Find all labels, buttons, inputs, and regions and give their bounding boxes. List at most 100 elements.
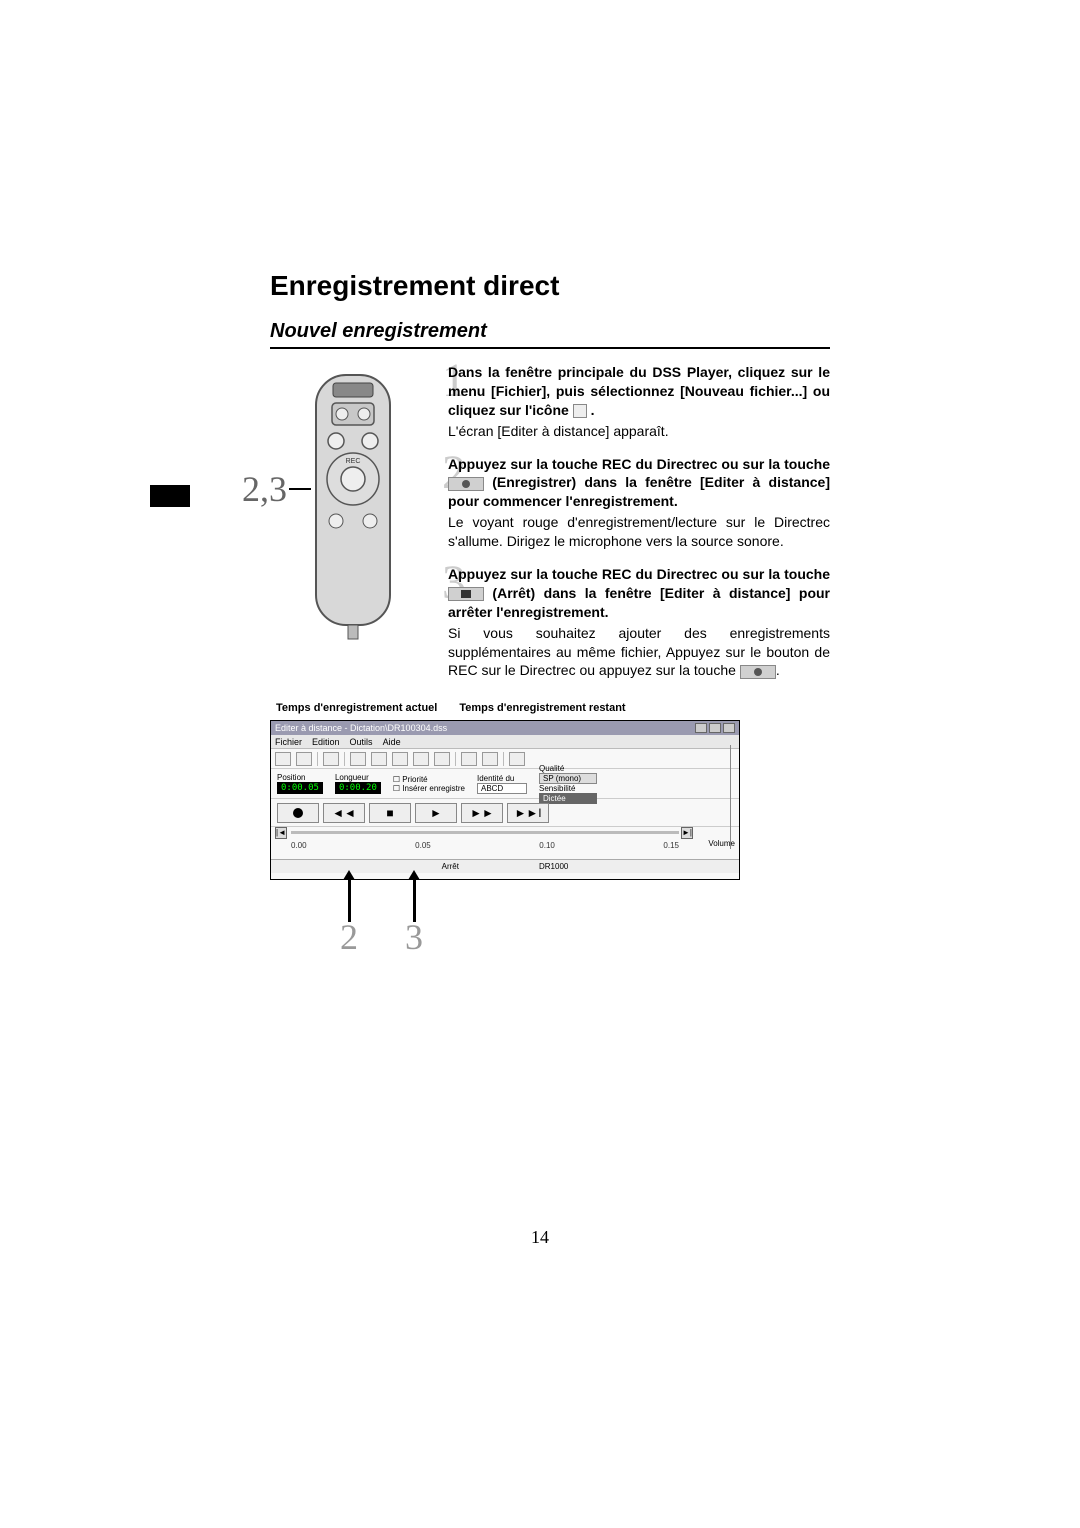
- tick-2: 0.10: [539, 841, 555, 850]
- id-field[interactable]: ABCD: [477, 783, 527, 794]
- maximize-icon[interactable]: [709, 723, 721, 733]
- step-1: 1 Dans la fenêtre principale du DSS Play…: [448, 363, 830, 441]
- skip-button[interactable]: ►►I: [507, 803, 549, 823]
- pos-label: Position: [277, 773, 323, 782]
- timeline-start-icon[interactable]: |◄: [275, 827, 287, 839]
- step-1-bold-b: .: [587, 402, 595, 418]
- stop-button[interactable]: ■: [369, 803, 411, 823]
- record-button-icon-2: [740, 665, 776, 679]
- rewind-button[interactable]: ◄◄: [323, 803, 365, 823]
- side-tab: [150, 485, 190, 507]
- tick-1: 0.05: [415, 841, 431, 850]
- pos-group: Position 0:00.05: [277, 773, 323, 794]
- pos-value: 0:00.05: [277, 782, 323, 794]
- step-2: 2 Appuyez sur la touche REC du Directrec…: [448, 455, 830, 551]
- tool-cut-icon[interactable]: [392, 752, 408, 766]
- tool-undo-icon[interactable]: [323, 752, 339, 766]
- titlebar: Editer à distance - Dictation\DR100304.d…: [271, 721, 739, 735]
- menu-outils[interactable]: Outils: [350, 737, 373, 747]
- tick-3: 0.15: [663, 841, 679, 850]
- toolbar-sep: [317, 752, 318, 766]
- step-marker-line: [289, 488, 311, 490]
- timeline: |◄ ►| 0.00 0.05 0.10 0.15 Volume: [271, 827, 739, 859]
- len-label: Longueur: [335, 773, 381, 782]
- step-1-body: L'écran [Editer à distance] apparaît.: [448, 422, 830, 441]
- right-column: 1 Dans la fenêtre principale du DSS Play…: [448, 363, 830, 694]
- app-screenshot: Editer à distance - Dictation\DR100304.d…: [270, 720, 740, 880]
- tool-flag-icon[interactable]: [434, 752, 450, 766]
- remote-illustration: REC: [308, 371, 398, 641]
- tool-save-icon[interactable]: [296, 752, 312, 766]
- rec-label: REC: [602, 456, 632, 472]
- rec-label-3: REC: [602, 566, 632, 582]
- stop-button-icon: [448, 587, 484, 601]
- arrow-num-2: 3: [405, 916, 423, 958]
- step-3: 3 Appuyez sur la touche REC du Directrec…: [448, 565, 830, 680]
- id-group: Identité du ABCD: [477, 774, 527, 794]
- statusbar: Arrêt DR1000: [271, 859, 739, 873]
- step-2-bold-b: du Directrec ou sur la touche: [631, 456, 830, 472]
- minimize-icon[interactable]: [695, 723, 707, 733]
- menu-edition[interactable]: Edition: [312, 737, 340, 747]
- chk-priority[interactable]: ☐ Priorité: [393, 775, 465, 784]
- menu-fichier[interactable]: Fichier: [275, 737, 302, 747]
- menu-aide[interactable]: Aide: [383, 737, 401, 747]
- step-1-bold-a: Dans la fenêtre principale du DSS Player…: [448, 364, 830, 418]
- step-marker-left: 2,3: [242, 468, 311, 510]
- svg-text:REC: REC: [346, 458, 361, 465]
- main-title: Enregistrement direct: [270, 270, 830, 302]
- label-current: Temps d'enregistrement actuel: [276, 702, 437, 714]
- close-icon[interactable]: [723, 723, 735, 733]
- play-button[interactable]: ►: [415, 803, 457, 823]
- callout-arrows: 2 3: [270, 878, 830, 958]
- info-row: Position 0:00.05 Longueur 0:00.20 ☐ Prio…: [271, 769, 739, 799]
- step-marker-text: 2,3: [242, 468, 287, 510]
- chk-insert-label: Insérer enregistre: [402, 784, 465, 793]
- transport-controls: ◄◄ ■ ► ►► ►►I: [271, 799, 739, 827]
- step-3-bold-c: (Arrêt) dans la fenêtre [Editer à distan…: [448, 585, 830, 620]
- tool-u-icon[interactable]: [509, 752, 525, 766]
- window-buttons: [695, 723, 735, 733]
- timeline-end-icon[interactable]: ►|: [681, 827, 693, 839]
- chk-group: ☐ Priorité ☐ Insérer enregistre: [393, 775, 465, 793]
- step-1-bold: Dans la fenêtre principale du DSS Player…: [448, 363, 830, 420]
- left-column: 2,3 REC: [270, 363, 430, 694]
- step-3-body: Si vous souhaitez ajouter des enregistre…: [448, 624, 830, 681]
- label-remaining: Temps d'enregistrement restant: [459, 702, 625, 714]
- record-button[interactable]: [277, 803, 319, 823]
- tool-b-icon[interactable]: [482, 752, 498, 766]
- step-3-bold-a: Appuyez sur la touche: [448, 566, 602, 582]
- len-value: 0:00.20: [335, 782, 381, 794]
- toolbar-sep4: [503, 752, 504, 766]
- tool-x-icon[interactable]: [413, 752, 429, 766]
- step-3-bold-b: du Directrec ou sur la touche: [631, 566, 830, 582]
- tool-cancel-icon[interactable]: [371, 752, 387, 766]
- toolbar: [271, 749, 739, 769]
- tool-check-icon[interactable]: [350, 752, 366, 766]
- step-2-bold: Appuyez sur la touche REC du Directrec o…: [448, 455, 830, 512]
- new-file-icon: [573, 404, 587, 418]
- menubar: Fichier Edition Outils Aide: [271, 735, 739, 749]
- arrow-num-1: 2: [340, 916, 358, 958]
- ff-button[interactable]: ►►: [461, 803, 503, 823]
- content-row: 2,3 REC 1: [270, 363, 830, 694]
- window-title: Editer à distance - Dictation\DR100304.d…: [275, 723, 447, 733]
- page-content: Enregistrement direct Nouvel enregistrem…: [270, 270, 830, 958]
- chk-insert[interactable]: ☐ Insérer enregistre: [393, 784, 465, 793]
- chk-priority-label: Priorité: [402, 775, 427, 784]
- step-3-bold: Appuyez sur la touche REC du Directrec o…: [448, 565, 830, 622]
- timeline-track[interactable]: [291, 831, 679, 834]
- timestamp-labels: Temps d'enregistrement actuel Temps d'en…: [276, 702, 830, 714]
- tool-a-icon[interactable]: [461, 752, 477, 766]
- toolbar-sep3: [455, 752, 456, 766]
- tool-new-icon[interactable]: [275, 752, 291, 766]
- record-button-icon: [448, 477, 484, 491]
- record-dot-icon: [293, 808, 303, 818]
- step-2-bold-c: (Enregistrer) dans la fenêtre [Editer à …: [448, 474, 830, 509]
- len-group: Longueur 0:00.20: [335, 773, 381, 794]
- step-2-bold-a: Appuyez sur la touche: [448, 456, 602, 472]
- qual-label: Qualité: [539, 764, 597, 773]
- timeline-ticks: 0.00 0.05 0.10 0.15: [291, 841, 679, 850]
- qual-dropdown[interactable]: SP (mono): [539, 773, 597, 784]
- right-slider[interactable]: [726, 745, 736, 849]
